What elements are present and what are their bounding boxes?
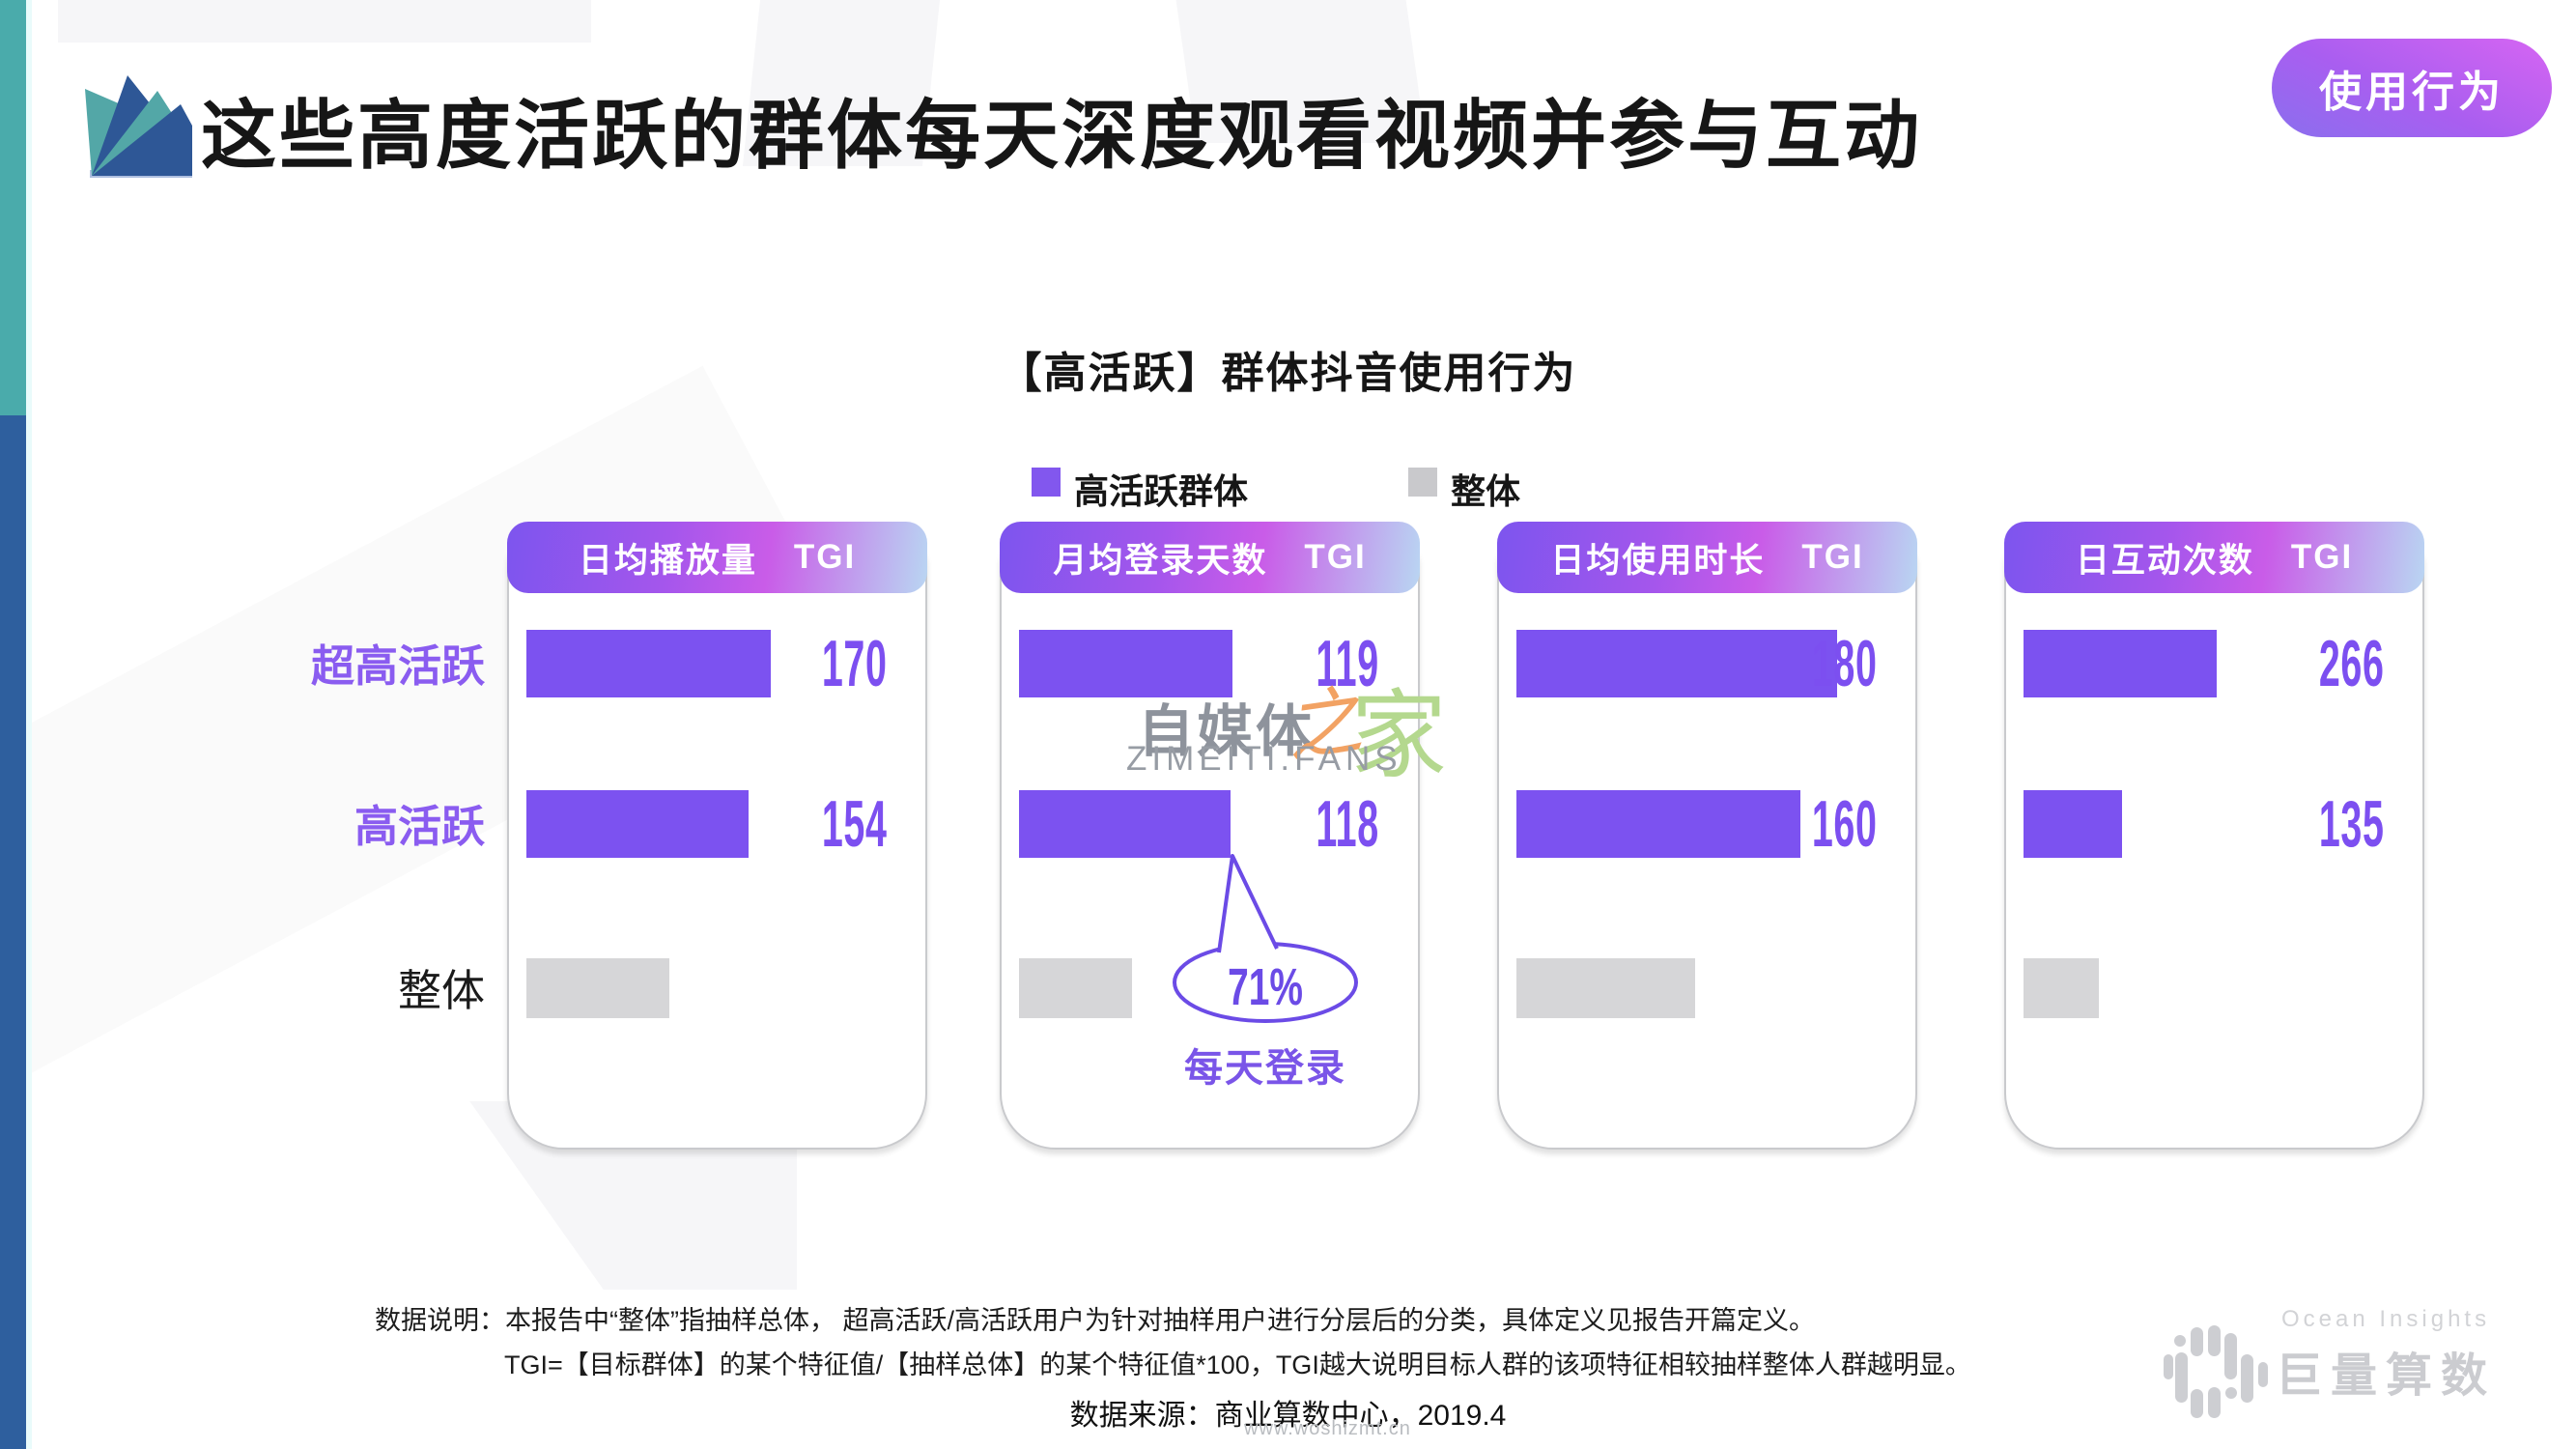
page-title: 这些高度活跃的群体每天深度观看视频并参与互动 [201, 93, 1923, 178]
note-text-2: TGI=【目标群体】的某个特征值/【抽样总体】的某个特征值*100，TGI越大说… [504, 1350, 1971, 1379]
metric-card-header: 日互动次数 TGI [2004, 522, 2424, 593]
tgi-value: 266 [2318, 627, 2384, 700]
speech-bubble-callout [1173, 854, 1358, 1023]
metric-card-logindays: 月均登录天数 TGI 119 118 71% 每天登录 [1000, 522, 1420, 1150]
tgi-value: 119 [1316, 627, 1379, 700]
edge-stripe-highlight [26, 0, 32, 1449]
bar-active [526, 790, 749, 858]
metric-name: 日互动次数 [2075, 541, 2254, 580]
tgi-value: 154 [821, 787, 887, 861]
metric-card-interactions: 日互动次数 TGI 266 135 [2004, 522, 2424, 1150]
metric-tgi-label: TGI [1801, 538, 1864, 576]
metric-card-header: 日均使用时长 TGI [1497, 522, 1917, 593]
bar-active [2024, 790, 2122, 858]
brand-name-cn: 巨量算数 [2276, 1350, 2497, 1402]
bar-overall [1516, 958, 1695, 1018]
legend-label-overall: 整体 [1451, 471, 1521, 511]
tgi-value: 118 [1316, 787, 1379, 861]
metric-name: 日均播放量 [578, 541, 757, 580]
legend-swatch-active-icon [1032, 468, 1061, 497]
callout-label: 每天登录 [1184, 1047, 1346, 1090]
category-badge-button[interactable]: 使用行为 [2272, 39, 2552, 137]
bar-active [1019, 790, 1231, 858]
row-label-overall: 整体 [397, 966, 485, 1015]
bar-overall [526, 958, 669, 1018]
metric-tgi-label: TGI [793, 538, 857, 576]
note-line-1: 数据说明：本报告中“整体”指抽样总体， 超高活跃/高活跃用户为针对抽样用户进行分… [375, 1298, 1971, 1343]
edge-stripe-teal [0, 0, 26, 415]
callout-percentage: 71% [1228, 958, 1303, 1016]
chart-title: 【高活跃】群体抖音使用行为 [999, 350, 1577, 397]
legend-label-active: 高活跃群体 [1074, 471, 1249, 511]
brand-name-en: Ocean Insights [2281, 1306, 2491, 1332]
note-text-1: 本报告中“整体”指抽样总体， 超高活跃/高活跃用户为针对抽样用户进行分层后的分类… [505, 1306, 1815, 1335]
bar-super-active [1019, 630, 1232, 697]
metric-tgi-label: TGI [2290, 538, 2354, 576]
metric-card-duration: 日均使用时长 TGI 180 160 [1497, 522, 1917, 1150]
metric-card-header: 月均登录天数 TGI [1000, 522, 1420, 593]
watermark-text-cn: 自媒体 [1138, 700, 1316, 763]
row-label-active: 高活跃 [354, 802, 485, 851]
bar-overall [2024, 958, 2099, 1018]
bg-shape [58, 0, 591, 43]
watermark-url: www.woshizmt.cn [1244, 1418, 1411, 1439]
data-notes: 数据说明：本报告中“整体”指抽样总体， 超高活跃/高活跃用户为针对抽样用户进行分… [375, 1298, 1971, 1387]
bar-active [1516, 790, 1800, 858]
edge-stripe-blue [0, 415, 26, 1449]
bar-overall [1019, 958, 1132, 1018]
metric-name: 月均登录天数 [1053, 541, 1268, 580]
tgi-value: 170 [821, 627, 887, 700]
metric-card-playcount: 日均播放量 TGI 170 154 [507, 522, 927, 1150]
bar-super-active [526, 630, 771, 697]
tgi-value: 160 [1811, 787, 1877, 861]
watermark-text-jia: 家 [1350, 682, 1447, 790]
metric-tgi-label: TGI [1304, 538, 1367, 576]
metric-card-header: 日均播放量 TGI [507, 522, 927, 593]
note-label: 数据说明： [375, 1306, 505, 1335]
bar-super-active [1516, 630, 1837, 697]
equalizer-dots-icon [2164, 1325, 2268, 1418]
row-label-super-active: 超高活跃 [310, 641, 485, 691]
data-source: 数据来源：商业算数中心，2019.4 [1069, 1400, 1507, 1432]
metric-name: 日均使用时长 [1550, 541, 1766, 580]
legend-swatch-overall-icon [1408, 468, 1437, 497]
fan-chart-icon [85, 75, 192, 178]
tgi-value: 180 [1811, 627, 1877, 700]
tgi-value: 135 [2318, 787, 2384, 861]
watermark-text-en: ZIMEITI.FANS [1126, 740, 1402, 778]
bar-super-active [2024, 630, 2217, 697]
